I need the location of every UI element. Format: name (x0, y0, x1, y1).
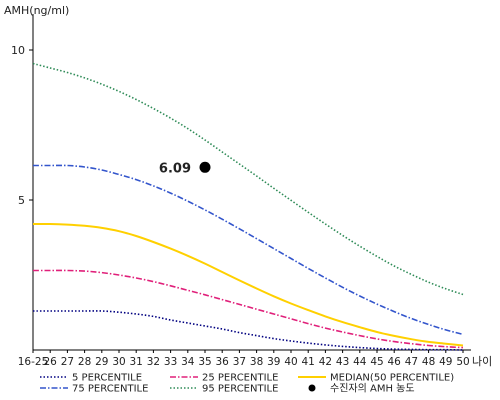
y-axis-label: AMH(ng/ml) (4, 4, 69, 17)
x-tick-label: 46 (388, 356, 402, 368)
x-tick-label: 39 (267, 356, 280, 368)
legend-label-1: 25 PERCENTILE (202, 373, 278, 384)
x-tick-label: 41 (302, 356, 315, 368)
x-tick-label: 42 (319, 356, 332, 368)
x-tick-label: 45 (370, 356, 383, 368)
x-tick-label: 40 (284, 356, 297, 368)
series-line-2 (32, 222, 464, 347)
x-tick-label: 16-25 (18, 356, 49, 368)
highlight-point (199, 161, 211, 173)
axes (32, 14, 471, 351)
x-tick-label: 33 (164, 356, 177, 368)
series-line-0 (33, 310, 464, 351)
x-axis-label: 나이 (472, 355, 492, 368)
series-line-1 (32, 269, 464, 349)
x-tick-label: 48 (422, 356, 435, 368)
legend-label-0: 5 PERCENTILE (72, 373, 142, 384)
y-tick-label: 5 (18, 194, 25, 207)
legend-label-4: 95 PERCENTILE (202, 384, 278, 395)
x-tick-label: 27 (61, 356, 74, 368)
x-tick-label: 36 (216, 356, 230, 368)
x-tick-label: 34 (181, 356, 195, 368)
x-tick-label: 44 (353, 356, 367, 368)
legend-label-point: 수진자의 AMH 농도 (330, 383, 415, 395)
x-tick-label: 37 (233, 356, 246, 368)
x-tick-label: 31 (130, 356, 143, 368)
highlight-point-group: 6.09 (159, 161, 211, 176)
x-tick-label: 29 (95, 356, 108, 368)
x-tick-label: 38 (250, 356, 263, 368)
x-tick-label: 35 (198, 356, 211, 368)
x-tick-label: 43 (336, 356, 349, 368)
legend-point-marker (308, 384, 316, 392)
highlight-value-label: 6.09 (159, 161, 191, 176)
x-tick-label: 50 (456, 356, 469, 368)
series-lines (32, 62, 464, 351)
x-tick-label: 28 (78, 356, 91, 368)
legend-label-3: 75 PERCENTILE (72, 384, 148, 395)
x-tick-label: 32 (147, 356, 160, 368)
x-tick-label: 47 (405, 356, 418, 368)
series-line-3 (33, 164, 464, 336)
series-line-4 (32, 62, 464, 296)
x-tick-label: 26 (44, 356, 58, 368)
x-tick-label: 49 (439, 356, 452, 368)
legend: 5 PERCENTILE 25 PERCENTILE MEDIAN(50 PERCE… (40, 373, 454, 395)
legend-label-2: MEDIAN(50 PERCENTILE) (330, 373, 454, 384)
y-tick-label: 10 (11, 44, 25, 57)
y-ticks: 5 10 (11, 44, 33, 207)
x-tick-label: 30 (112, 356, 125, 368)
